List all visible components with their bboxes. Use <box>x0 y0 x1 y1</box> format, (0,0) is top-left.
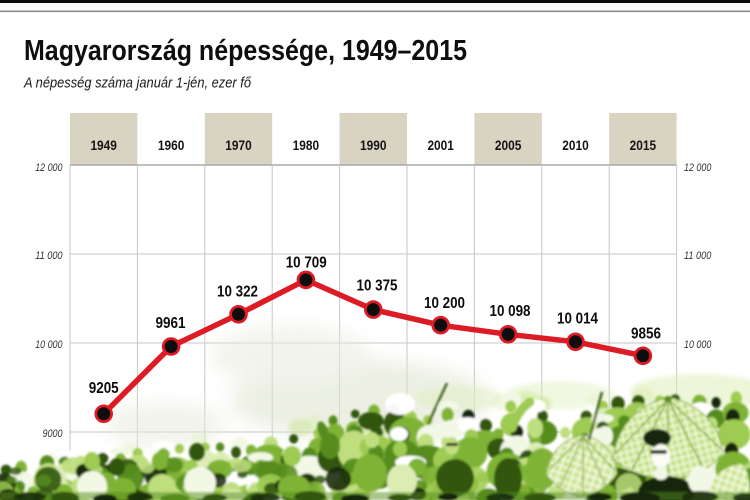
svg-text:1949: 1949 <box>90 138 117 153</box>
svg-text:11 000: 11 000 <box>684 250 712 262</box>
svg-text:1970: 1970 <box>225 138 252 153</box>
svg-text:Magyarország népessége, 1949–2: Magyarország népessége, 1949–2015 <box>24 35 467 67</box>
svg-text:10 322: 10 322 <box>217 284 258 301</box>
svg-text:2010: 2010 <box>562 138 589 153</box>
svg-text:12 000: 12 000 <box>35 162 63 174</box>
svg-text:10 375: 10 375 <box>357 278 398 295</box>
svg-text:9856: 9856 <box>631 326 661 343</box>
svg-text:2015: 2015 <box>630 138 657 153</box>
svg-text:10 000: 10 000 <box>684 339 712 351</box>
svg-text:10 000: 10 000 <box>35 339 63 351</box>
svg-text:10 709: 10 709 <box>286 255 327 272</box>
svg-text:9961: 9961 <box>156 315 186 332</box>
svg-text:9205: 9205 <box>89 380 119 397</box>
svg-text:10 098: 10 098 <box>490 303 531 320</box>
svg-text:10 200: 10 200 <box>424 295 465 312</box>
svg-text:2005: 2005 <box>495 138 522 153</box>
svg-text:10 014: 10 014 <box>557 311 598 328</box>
svg-text:1960: 1960 <box>158 138 185 153</box>
svg-text:1990: 1990 <box>360 138 387 153</box>
svg-text:11 000: 11 000 <box>35 250 63 262</box>
svg-text:12 000: 12 000 <box>684 162 712 174</box>
svg-text:2001: 2001 <box>427 138 454 153</box>
svg-text:9000: 9000 <box>43 428 64 440</box>
svg-text:A népesség száma január 1-jén,: A népesség száma január 1-jén, ezer fő <box>23 75 251 92</box>
svg-text:1980: 1980 <box>293 138 320 153</box>
